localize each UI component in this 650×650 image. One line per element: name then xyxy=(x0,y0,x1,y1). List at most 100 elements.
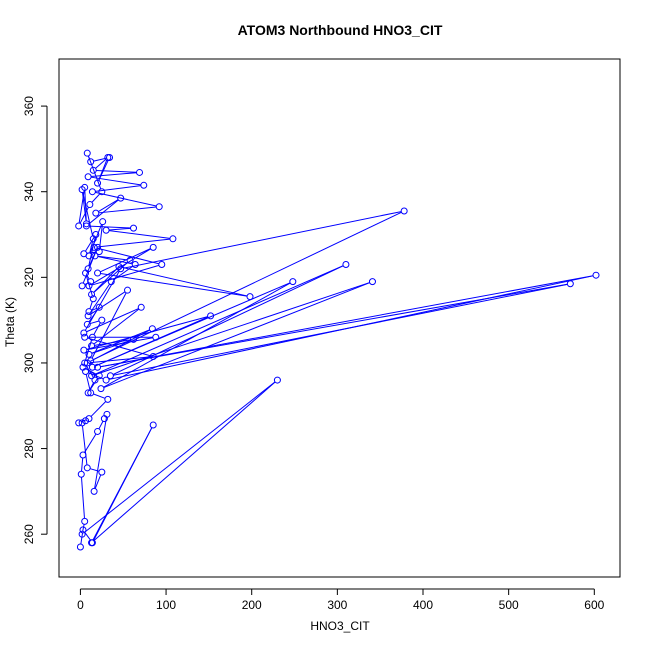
series-segment xyxy=(91,264,160,286)
series-segment xyxy=(91,307,97,311)
series-segment xyxy=(95,185,141,192)
series-segment xyxy=(109,230,171,239)
data-point xyxy=(88,539,96,547)
series-segment xyxy=(99,224,103,249)
data-point xyxy=(81,359,89,367)
series-segment xyxy=(113,283,568,376)
y-tick-label: 280 xyxy=(22,438,36,458)
data-point xyxy=(368,278,376,286)
series-segment xyxy=(103,282,370,389)
data-point xyxy=(400,207,408,215)
data-point xyxy=(149,353,157,361)
data-point xyxy=(207,312,215,320)
data-point xyxy=(83,464,91,472)
series-segment xyxy=(84,433,97,453)
data-point xyxy=(92,209,100,217)
x-tick-label: 600 xyxy=(584,598,604,612)
series-segment xyxy=(93,308,140,345)
data-point xyxy=(84,389,92,397)
data-point xyxy=(94,179,102,187)
series-segment xyxy=(91,193,101,203)
series-segment xyxy=(100,248,151,273)
series-segment xyxy=(100,283,568,368)
series-segment xyxy=(81,425,88,465)
data-point xyxy=(94,427,102,435)
data-point xyxy=(80,329,88,337)
data-point xyxy=(289,278,297,286)
series-segment xyxy=(82,524,85,532)
series-segment xyxy=(92,427,153,541)
series-segment xyxy=(90,320,100,325)
series-segment xyxy=(85,374,91,391)
data-point xyxy=(84,173,92,181)
data-point xyxy=(75,419,83,427)
data-point xyxy=(106,372,114,380)
data-point xyxy=(137,303,145,311)
series-segment xyxy=(90,291,126,315)
series-segment xyxy=(93,157,107,162)
series-segment xyxy=(94,474,102,489)
series-segment xyxy=(91,292,127,359)
series-segment xyxy=(84,532,92,541)
data-point xyxy=(92,231,100,239)
data-point xyxy=(88,372,96,380)
data-point xyxy=(91,376,99,384)
series-segment xyxy=(84,236,95,252)
data-point xyxy=(136,168,144,176)
series-segment xyxy=(93,381,276,542)
series-segment xyxy=(91,339,131,354)
data-point xyxy=(90,487,98,495)
plot-frame xyxy=(58,58,621,578)
y-tick-label: 340 xyxy=(22,181,36,201)
data-point xyxy=(94,363,102,371)
series-segment xyxy=(90,401,107,417)
x-axis: 0 100 200 300 400 500 600 xyxy=(77,588,605,612)
series-segment xyxy=(89,283,110,314)
data-point xyxy=(85,308,93,316)
data-point xyxy=(80,250,88,258)
data-point xyxy=(90,243,98,251)
data-point xyxy=(81,333,89,341)
series-segment xyxy=(112,265,344,375)
data-point xyxy=(83,149,91,157)
y-tick-label: 320 xyxy=(22,267,36,287)
data-point xyxy=(131,260,139,268)
series-segment xyxy=(97,256,133,265)
data-point xyxy=(103,410,111,418)
data-point xyxy=(149,243,157,251)
series-segment xyxy=(81,457,84,472)
data-point xyxy=(95,303,103,311)
series-segment xyxy=(90,468,100,472)
data-point xyxy=(82,220,90,228)
data-point xyxy=(95,248,103,256)
data-point xyxy=(84,312,92,320)
data-point xyxy=(155,203,163,211)
series-segment xyxy=(82,192,94,236)
series-segment xyxy=(109,227,131,231)
series-segment xyxy=(100,275,594,368)
series-segment xyxy=(94,282,370,376)
y-axis: 260 280 300 320 340 360 xyxy=(22,96,48,544)
series-segment xyxy=(96,247,159,265)
series-segment xyxy=(89,378,99,391)
y-tick-label: 300 xyxy=(22,353,36,373)
data-point xyxy=(102,226,110,234)
data-point xyxy=(85,282,93,290)
data-point xyxy=(98,316,106,324)
series-segment xyxy=(98,159,109,181)
data-point xyxy=(82,222,90,230)
data-point xyxy=(89,166,97,174)
y-tick-label: 260 xyxy=(22,524,36,544)
data-point xyxy=(169,235,177,243)
data-point xyxy=(140,181,148,189)
data-point xyxy=(158,260,166,268)
data-point xyxy=(107,278,115,286)
series-segment xyxy=(86,275,90,280)
series-segment xyxy=(93,211,402,360)
series-segment xyxy=(88,309,98,323)
data-point xyxy=(124,286,132,294)
data-point xyxy=(592,271,600,279)
x-tick-label: 100 xyxy=(156,598,176,612)
data-point xyxy=(126,256,134,264)
data-point xyxy=(75,222,83,230)
